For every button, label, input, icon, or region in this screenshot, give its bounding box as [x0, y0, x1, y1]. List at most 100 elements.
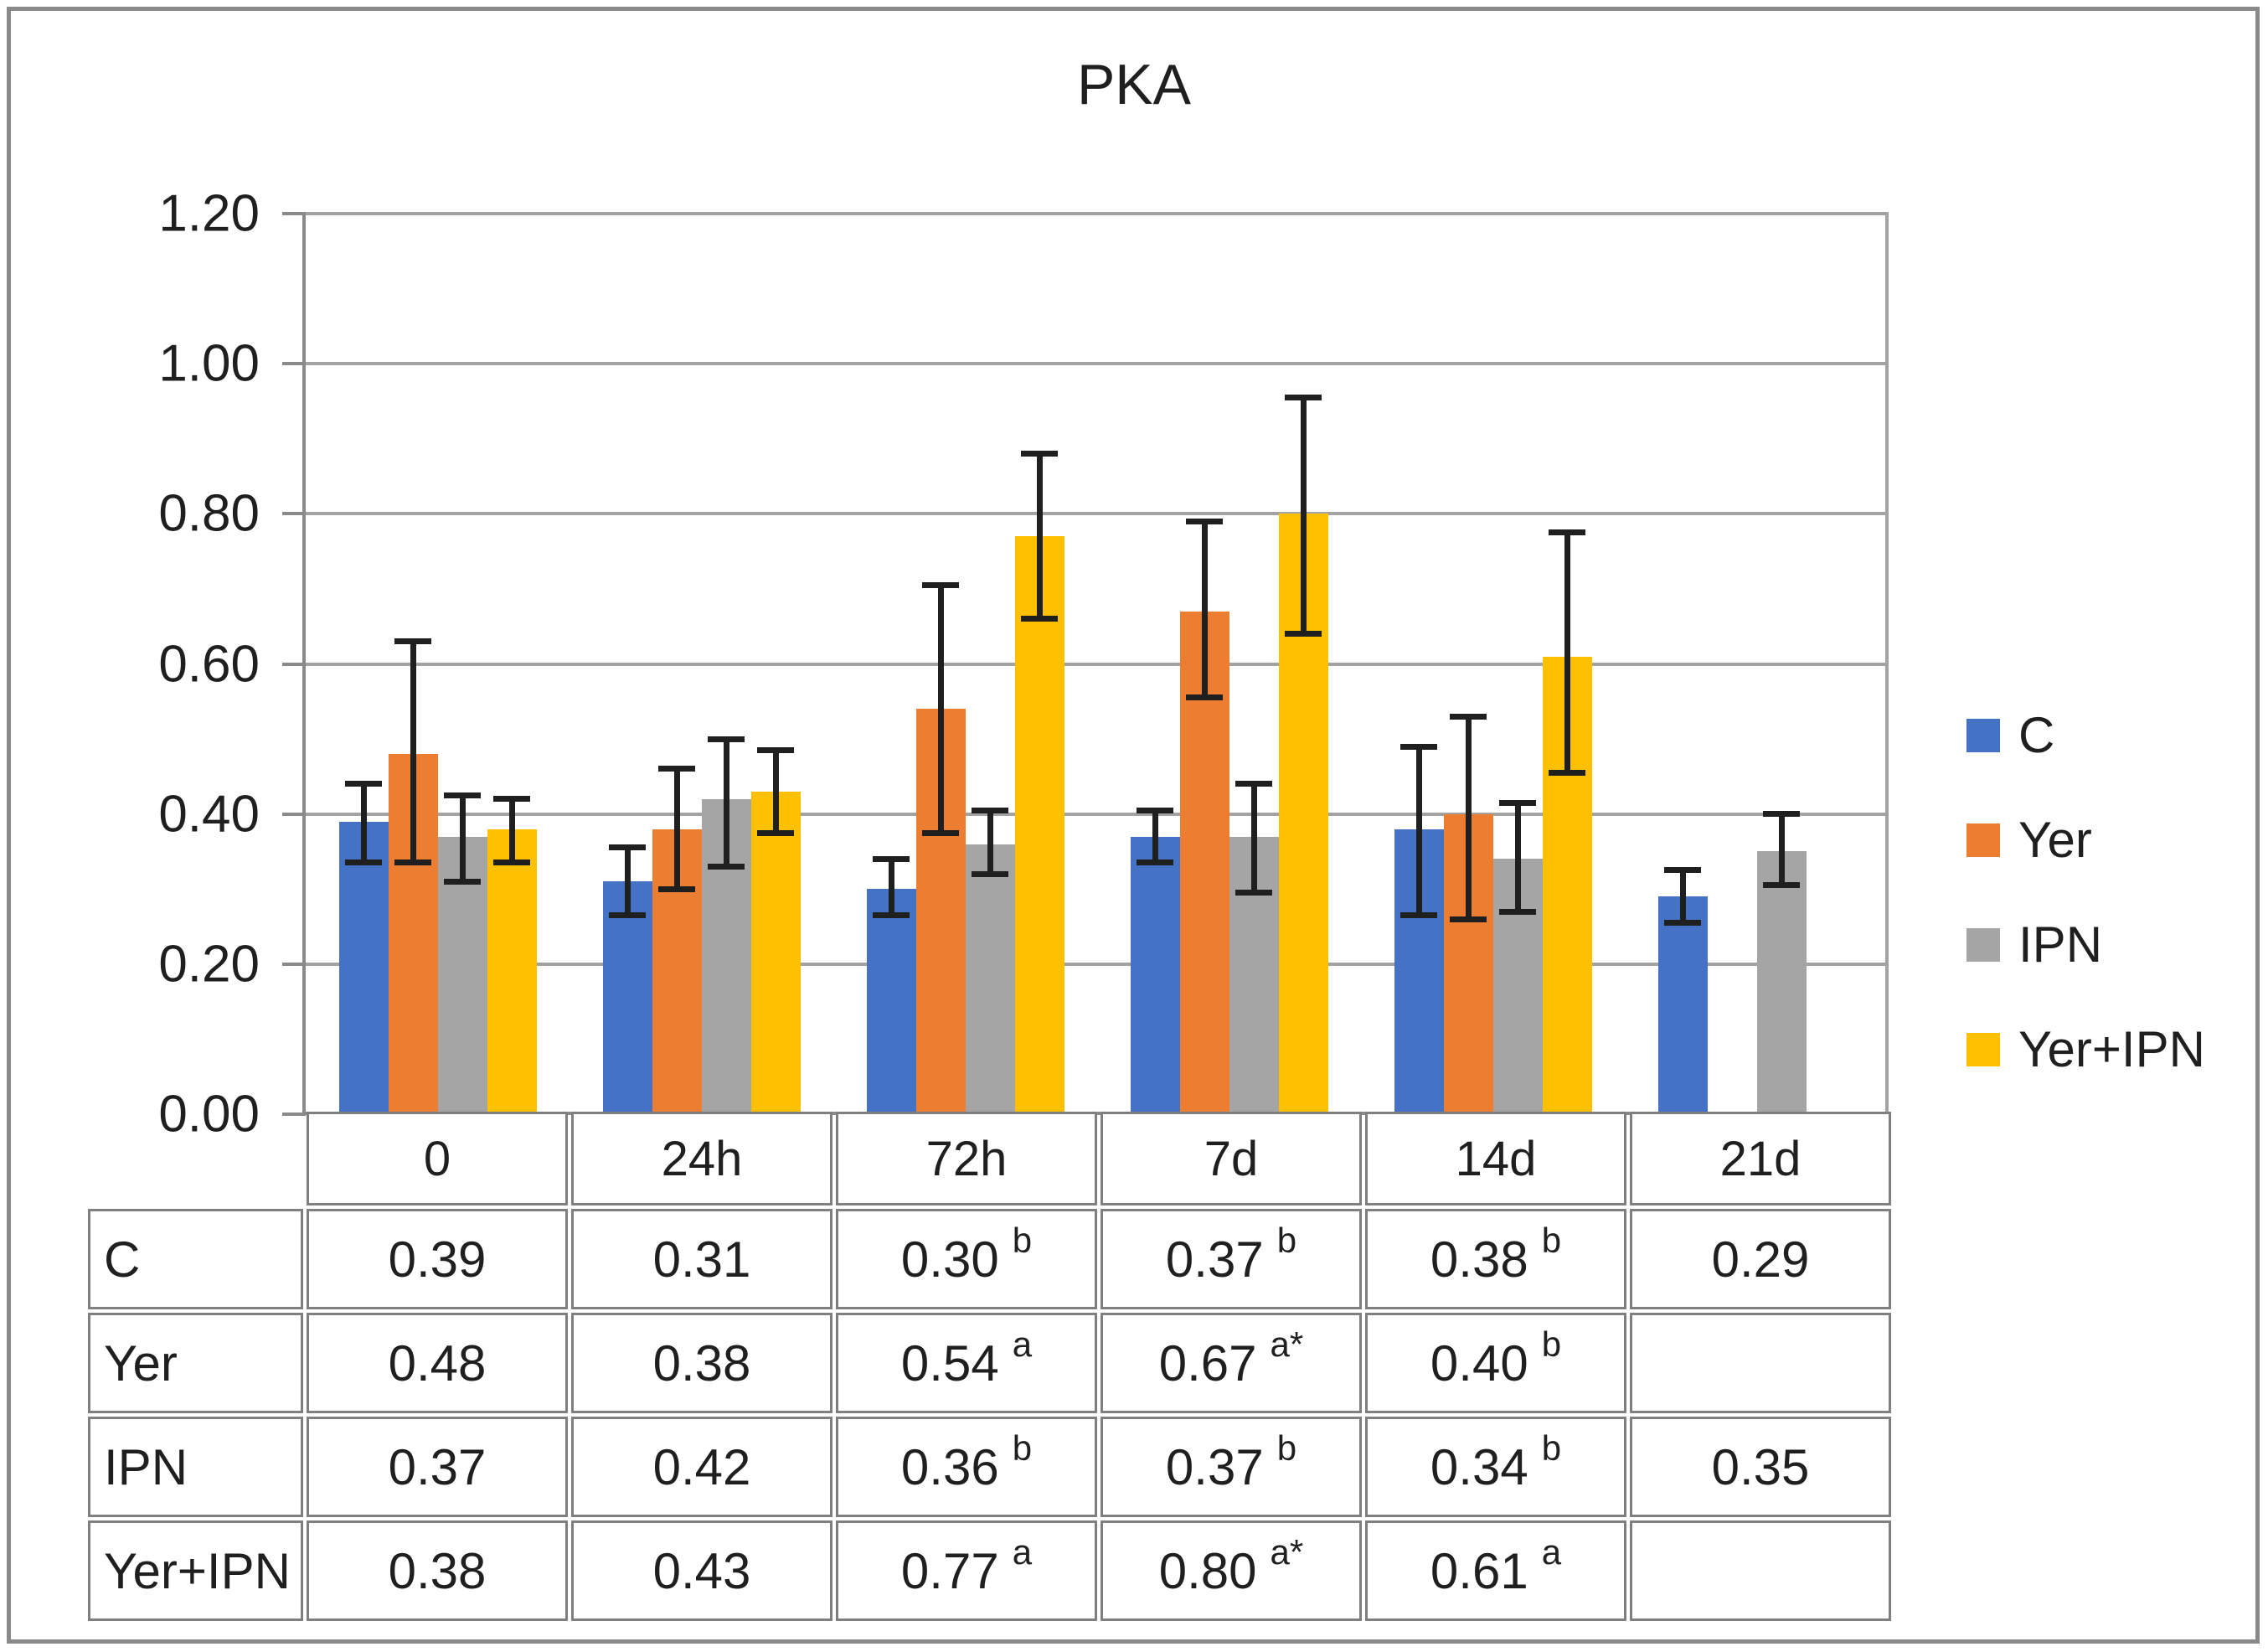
table-cell: 0.30 b	[836, 1209, 1097, 1309]
plot-area	[302, 212, 1889, 1115]
table-cell: 0.37 b	[1100, 1417, 1362, 1517]
error-bar	[772, 750, 779, 834]
error-bar-cap	[609, 912, 646, 919]
error-bar	[937, 585, 944, 834]
error-bar-cap	[1450, 713, 1487, 720]
gridline	[306, 362, 1889, 366]
significance-superscript: a*	[1270, 1532, 1304, 1572]
table-cell: 0.67 a*	[1100, 1313, 1362, 1413]
error-bar-cap	[493, 796, 530, 803]
bar-yer-ipn-24h	[750, 791, 801, 1114]
significance-superscript: b	[1012, 1221, 1033, 1260]
bar-ipn-72h	[965, 844, 1015, 1114]
table-cell: 0.37	[307, 1417, 568, 1517]
error-bar-cap	[394, 638, 431, 645]
table-cell-value: 0.35	[1711, 1438, 1810, 1495]
table-cell	[1630, 1313, 1891, 1413]
error-bar-cap	[1400, 912, 1437, 919]
table-cell-value: 0.38	[652, 1335, 751, 1391]
error-bar-cap	[1450, 916, 1487, 922]
error-bar-cap	[757, 747, 794, 754]
legend-item-yer: Yer	[1966, 811, 2092, 869]
legend-label: Yer	[2018, 812, 2092, 868]
table-cell-value: 0.48	[388, 1335, 487, 1391]
y-axis-tick-label: 0.40	[158, 785, 260, 844]
table-cell: 0.37 b	[1100, 1209, 1362, 1309]
table-cell-value: 0.67	[1158, 1335, 1257, 1391]
table-cell: 0.36 b	[836, 1417, 1097, 1517]
table-cell: 0.48	[307, 1313, 568, 1413]
table-cell: 0.29	[1630, 1209, 1891, 1309]
table-column-header: 72h	[836, 1112, 1097, 1205]
error-bar	[459, 795, 466, 882]
bar-c-72h	[866, 889, 916, 1114]
table-cell-value: 0.37	[388, 1438, 487, 1495]
legend-swatch-icon	[1966, 927, 2000, 962]
error-bar-cap	[1549, 529, 1585, 536]
error-bar-cap	[972, 807, 1008, 813]
legend-label: Yer+IPN	[2018, 1021, 2205, 1077]
table-cell-value: 0.61	[1430, 1542, 1528, 1599]
table-cell: 0.31	[571, 1209, 832, 1309]
bar-ipn-21d	[1756, 851, 1807, 1114]
y-axis-tick-label: 1.20	[158, 184, 260, 243]
significance-superscript: a	[1012, 1324, 1033, 1364]
table-cell-value: 0.77	[900, 1542, 999, 1599]
error-bar-cap	[1235, 890, 1272, 896]
error-bar-cap	[1021, 616, 1058, 622]
table-cell-value: 0.37	[1165, 1231, 1264, 1288]
error-bar	[1415, 746, 1422, 916]
legend-swatch-icon	[1966, 1032, 2000, 1066]
error-bar-cap	[444, 878, 481, 885]
legend-label: IPN	[2018, 916, 2103, 973]
error-bar	[1514, 803, 1521, 912]
error-bar-cap	[394, 860, 431, 866]
bar-c-21d	[1657, 896, 1708, 1114]
error-bar	[723, 739, 729, 867]
table-row-header: Yer+IPN	[88, 1520, 303, 1621]
table-cell: 0.80 a*	[1100, 1520, 1362, 1621]
y-axis-tick	[282, 512, 306, 516]
error-bar-cap	[922, 829, 959, 836]
error-bar-cap	[972, 870, 1008, 877]
table-row-header: C	[88, 1209, 303, 1309]
error-bar-cap	[1186, 518, 1223, 524]
bar-yer-ipn-0	[487, 829, 537, 1114]
error-bar-cap	[609, 844, 646, 851]
table-cell-value: 0.29	[1711, 1231, 1810, 1288]
table-cell-value: 0.43	[652, 1542, 751, 1599]
error-bar-cap	[658, 885, 695, 892]
error-bar-cap	[1400, 743, 1437, 750]
legend-label: C	[2018, 707, 2055, 763]
y-axis-tick-label: 0.60	[158, 635, 260, 693]
error-bar-cap	[1186, 694, 1223, 701]
legend-item-ipn: IPN	[1966, 916, 2102, 973]
error-bar-cap	[1763, 811, 1800, 818]
table-column-header: 24h	[571, 1112, 832, 1205]
error-bar-cap	[1549, 769, 1585, 776]
bar-yer-ipn-72h	[1014, 536, 1064, 1114]
table-cell: 0.42	[571, 1417, 832, 1517]
y-axis-tick	[282, 812, 306, 816]
error-bar-cap	[922, 581, 959, 588]
error-bar	[1201, 521, 1208, 698]
error-bar	[624, 847, 631, 916]
gridline	[306, 1112, 1889, 1115]
table-column-header: 21d	[1630, 1112, 1891, 1205]
error-bar-cap	[1137, 860, 1173, 866]
data-table: 0 24h 72h 7d 14d 21d C 0.39 0.31 0.30 b 0.37 b 0.38 b 0…	[88, 1112, 1891, 1621]
table-cell-value: 0.40	[1430, 1335, 1528, 1391]
table-cell: 0.34 b	[1365, 1417, 1626, 1517]
error-bar	[673, 768, 680, 890]
legend-item-yer-ipn: Yer+IPN	[1966, 1020, 2205, 1078]
error-bar-cap	[1664, 867, 1701, 874]
y-axis-tick-label: 0.80	[158, 484, 260, 543]
y-axis-tick-label: 0.20	[158, 935, 260, 994]
error-bar-cap	[658, 766, 695, 772]
table-cell-value: 0.42	[652, 1438, 751, 1495]
table-column-header: 14d	[1365, 1112, 1626, 1205]
y-axis-tick	[282, 212, 306, 215]
error-bar	[1564, 532, 1570, 773]
error-bar-cap	[873, 912, 910, 919]
